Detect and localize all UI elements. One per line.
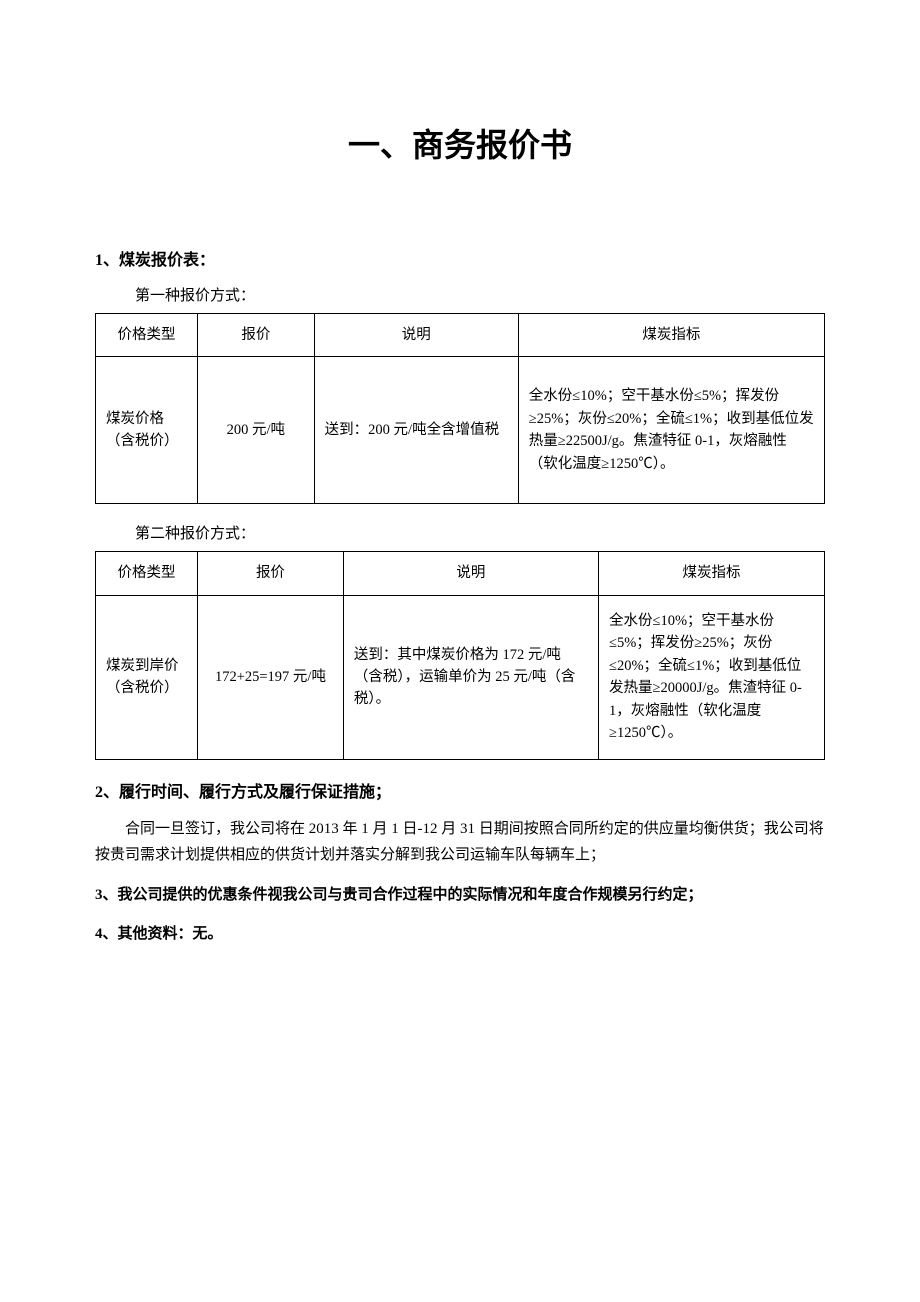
- th-quote: 报价: [198, 552, 344, 595]
- th-spec: 煤炭指标: [518, 314, 824, 357]
- table-header-row: 价格类型 报价 说明 煤炭指标: [96, 314, 825, 357]
- th-desc: 说明: [314, 314, 518, 357]
- table-row: 煤炭价格（含税价） 200 元/吨 送到：200 元/吨全含增值税 全水份≤10…: [96, 357, 825, 504]
- cell-spec: 全水份≤10%；空干基水份≤5%；挥发份≥25%；灰份≤20%；全硫≤1%；收到…: [518, 357, 824, 504]
- cell-desc: 送到：200 元/吨全含增值税: [314, 357, 518, 504]
- section-1-heading: 1、煤炭报价表：: [95, 246, 825, 270]
- cell-price-type: 煤炭价格（含税价）: [96, 357, 198, 504]
- th-price-type: 价格类型: [96, 314, 198, 357]
- quote-table-2: 价格类型 报价 说明 煤炭指标 煤炭到岸价（含税价） 172+25=197 元/…: [95, 551, 825, 759]
- th-price-type: 价格类型: [96, 552, 198, 595]
- section-3: 3、我公司提供的优惠条件视我公司与贵司合作过程中的实际情况和年度合作规模另行约定…: [95, 882, 825, 909]
- section-2-heading: 2、履行时间、履行方式及履行保证措施；: [95, 778, 825, 802]
- table-row: 煤炭到岸价（含税价） 172+25=197 元/吨 送到：其中煤炭价格为 172…: [96, 595, 825, 759]
- section-2-body: 合同一旦签订，我公司将在 2013 年 1 月 1 日-12 月 31 日期间按…: [95, 816, 825, 869]
- cell-quote: 200 元/吨: [198, 357, 315, 504]
- cell-spec: 全水份≤10%；空干基水份≤5%；挥发份≥25%；灰份≤20%；全硫≤1%；收到…: [598, 595, 824, 759]
- section-4: 4、其他资料：无。: [95, 921, 825, 948]
- cell-quote: 172+25=197 元/吨: [198, 595, 344, 759]
- quote-table-1: 价格类型 报价 说明 煤炭指标 煤炭价格（含税价） 200 元/吨 送到：200…: [95, 313, 825, 504]
- method1-caption: 第一种报价方式：: [135, 284, 825, 305]
- document-title: 一、商务报价书: [95, 120, 825, 166]
- method2-caption: 第二种报价方式：: [135, 522, 825, 543]
- th-quote: 报价: [198, 314, 315, 357]
- cell-price-type: 煤炭到岸价（含税价）: [96, 595, 198, 759]
- table-header-row: 价格类型 报价 说明 煤炭指标: [96, 552, 825, 595]
- cell-desc: 送到：其中煤炭价格为 172 元/吨（含税），运输单价为 25 元/吨（含税）。: [343, 595, 598, 759]
- th-desc: 说明: [343, 552, 598, 595]
- th-spec: 煤炭指标: [598, 552, 824, 595]
- document-page: 一、商务报价书 1、煤炭报价表： 第一种报价方式： 价格类型 报价 说明 煤炭指…: [0, 0, 920, 1302]
